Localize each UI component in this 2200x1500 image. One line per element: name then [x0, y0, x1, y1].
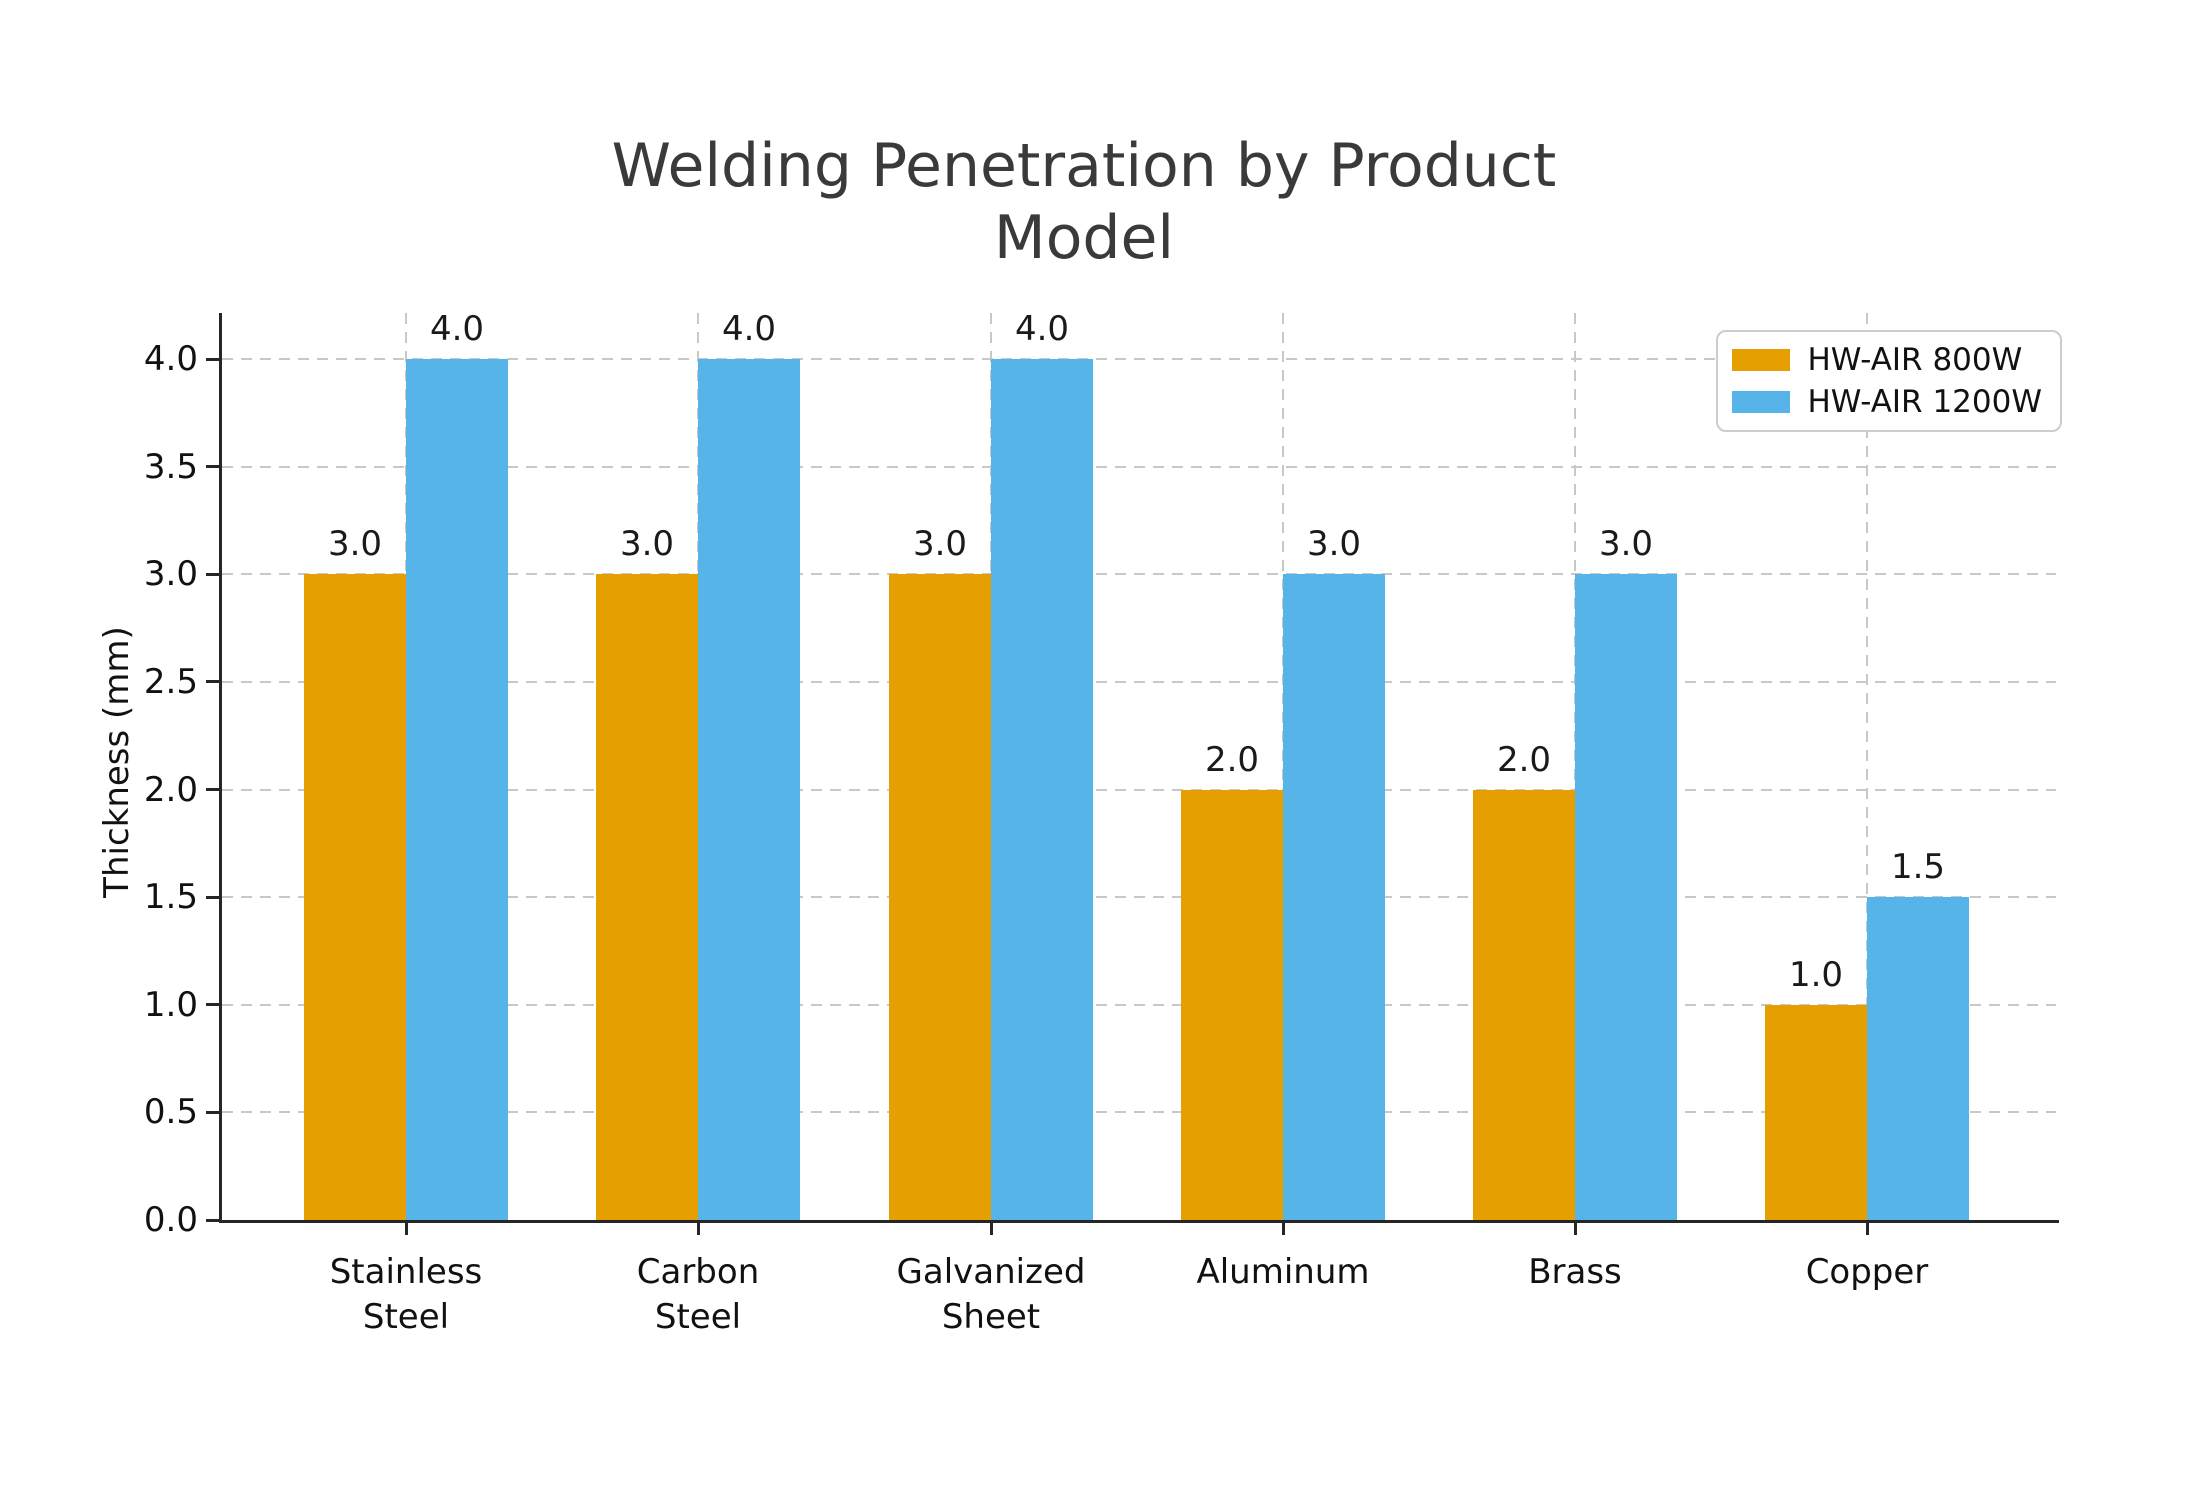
x-tick-label-galvanized-sheet: Galvanized Sheet — [896, 1252, 1086, 1337]
bar-value-label-hw-air-1200w-brass: 3.0 — [1598, 524, 1654, 565]
bar-value-label-hw-air-1200w-carbon-steel: 4.0 — [721, 309, 777, 349]
y-tick-mark-4 — [206, 357, 219, 361]
y-tick-mark-3-5 — [206, 465, 219, 469]
bar-hw-air-800w-galvanized-sheet — [889, 574, 991, 1220]
bar-hw-air-1200w-aluminum — [1283, 574, 1385, 1220]
x-tick-label-brass: Brass — [1528, 1252, 1622, 1292]
bar-value-label-hw-air-1200w-copper: 1.5 — [1890, 847, 1946, 888]
bar-hw-air-800w-carbon-steel — [596, 574, 698, 1220]
y-tick-label-0: 0.0 — [143, 1200, 198, 1240]
bar-value-label-hw-air-1200w-galvanized-sheet: 4.0 — [1014, 309, 1070, 349]
y-tick-mark-1 — [206, 1003, 219, 1007]
y-tick-mark-1-5 — [206, 895, 219, 899]
bar-hw-air-1200w-carbon-steel — [698, 359, 800, 1220]
x-tick-mark-aluminum — [1281, 1223, 1285, 1235]
bar-value-label-hw-air-800w-stainless-steel: 3.0 — [327, 524, 383, 565]
x-tick-label-stainless-steel: Stainless Steel — [329, 1252, 483, 1337]
horizontal-gridline-1 — [222, 1003, 2056, 1006]
horizontal-gridline-1-5 — [222, 896, 2056, 899]
bar-hw-air-1200w-copper — [1867, 897, 1969, 1220]
x-tick-mark-stainless — [404, 1223, 408, 1235]
bar-hw-air-800w-brass — [1473, 789, 1575, 1220]
bar-value-label-hw-air-800w-galvanized-sheet: 3.0 — [912, 524, 968, 565]
horizontal-gridline-3-5 — [222, 465, 2056, 468]
legend-label-hw-air-800w: HW-AIR 800W — [1807, 342, 2023, 378]
plot-area: 3.0 3.0 3.0 2.0 2.0 1.0 4.0 4.0 4.0 3.0 3.0 1.5 — [222, 309, 2056, 1220]
bar-hw-air-1200w-brass — [1575, 574, 1677, 1220]
bar-hw-air-800w-stainless-steel — [304, 574, 406, 1220]
bar-hw-air-1200w-galvanized-sheet — [991, 359, 1093, 1220]
y-axis-spine — [219, 313, 222, 1223]
y-tick-label-2-5: 2.5 — [143, 661, 198, 702]
bar-value-label-hw-air-1200w-aluminum: 3.0 — [1306, 524, 1362, 565]
legend-label-hw-air-1200w: HW-AIR 1200W — [1807, 384, 2043, 420]
x-tick-mark-copper — [1865, 1223, 1869, 1235]
y-tick-mark-2-5 — [206, 680, 219, 684]
x-tick-label-carbon-steel: Carbon Steel — [636, 1252, 760, 1337]
x-axis-spine — [219, 1220, 2059, 1223]
bar-hw-air-800w-copper — [1765, 1004, 1867, 1220]
bar-value-label-hw-air-800w-brass: 2.0 — [1496, 739, 1552, 780]
x-tick-mark-carbon — [696, 1223, 700, 1235]
vertical-gridline-copper — [1866, 313, 1868, 1220]
y-tick-label-3: 3.0 — [143, 554, 198, 595]
y-tick-mark-0-5 — [206, 1110, 219, 1114]
legend-swatch-hw-air-800w — [1731, 349, 1790, 371]
horizontal-gridline-3 — [222, 573, 2056, 576]
y-tick-mark-3 — [206, 572, 219, 576]
y-tick-label-2: 2.0 — [143, 769, 198, 810]
legend-row-hw-air-800w: HW-AIR 800W — [1731, 341, 2043, 379]
x-tick-label-aluminum: Aluminum — [1196, 1252, 1370, 1292]
horizontal-gridline-2-5 — [222, 680, 2056, 683]
bar-value-label-hw-air-800w-copper: 1.0 — [1788, 954, 1844, 995]
bar-value-label-hw-air-800w-carbon-steel: 3.0 — [619, 524, 675, 565]
horizontal-gridline-0-5 — [222, 1111, 2056, 1114]
bar-value-label-hw-air-1200w-stainless-steel: 4.0 — [429, 309, 485, 349]
x-tick-mark-brass — [1573, 1223, 1577, 1235]
y-tick-label-3-5: 3.5 — [143, 446, 198, 487]
horizontal-gridline-4 — [222, 358, 2056, 360]
y-tick-label-4: 4.0 — [143, 339, 198, 379]
legend-swatch-hw-air-1200w — [1731, 391, 1790, 413]
y-tick-label-1-5: 1.5 — [143, 877, 198, 918]
legend: HW-AIR 800W HW-AIR 1200W — [1715, 330, 2062, 432]
y-tick-label-1: 1.0 — [143, 984, 198, 1025]
x-tick-label-copper: Copper — [1805, 1252, 1929, 1292]
chart-title: Welding Penetration by Product Model — [611, 131, 1557, 273]
y-tick-mark-0 — [206, 1218, 219, 1222]
y-tick-mark-2 — [206, 788, 219, 791]
bar-hw-air-1200w-stainless-steel — [406, 359, 508, 1220]
y-tick-label-0-5: 0.5 — [143, 1092, 198, 1133]
bar-hw-air-800w-aluminum — [1181, 789, 1283, 1220]
x-tick-mark-galvanized — [989, 1223, 993, 1235]
horizontal-gridline-2 — [222, 788, 2056, 791]
bar-value-label-hw-air-800w-aluminum: 2.0 — [1204, 739, 1260, 780]
legend-row-hw-air-1200w: HW-AIR 1200W — [1731, 383, 2043, 421]
